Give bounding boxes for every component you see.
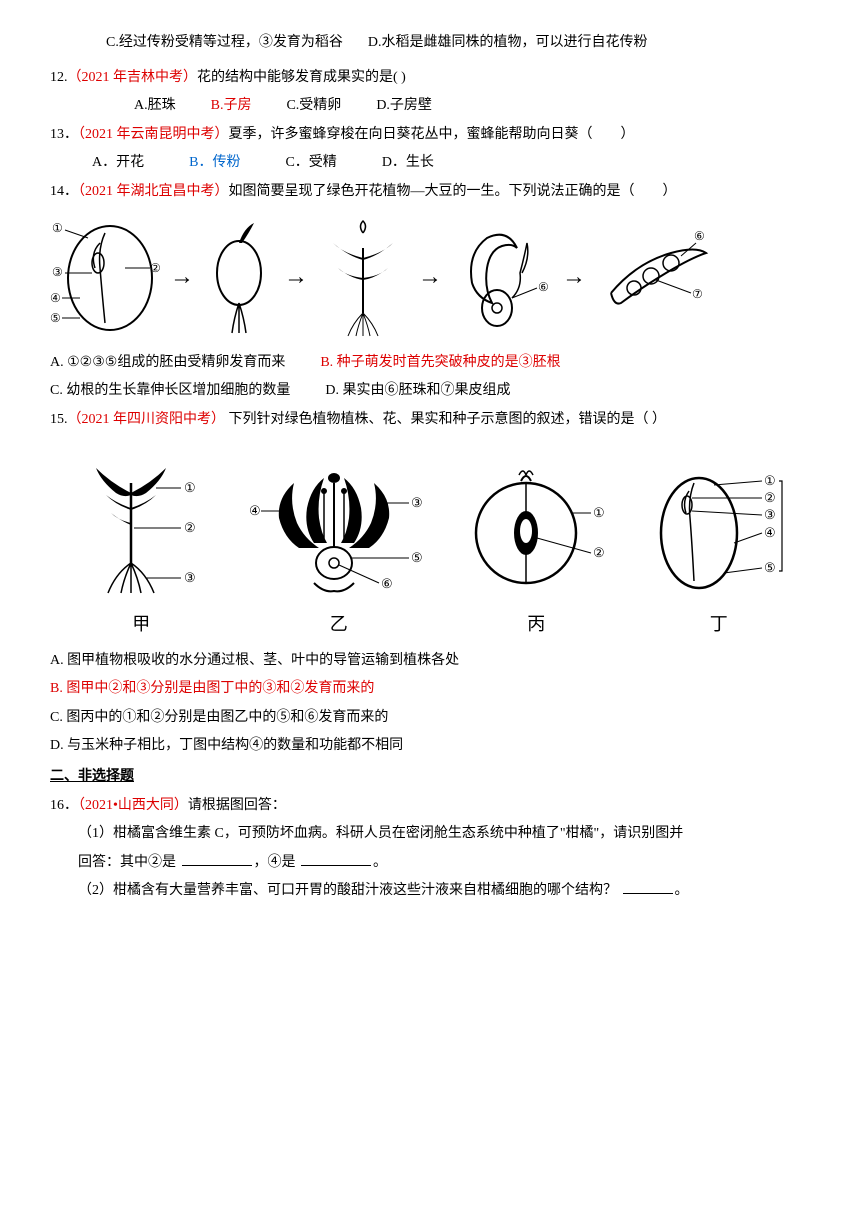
q12-c[interactable]: C.受精卵 xyxy=(286,98,341,113)
q15: 15.（2021 年四川资阳中考） 下列针对绿色植物植株、花、果实和种子示意图的… xyxy=(50,407,810,434)
svg-text:⑦: ⑦ xyxy=(692,287,703,301)
label-bing: 丙 xyxy=(461,607,611,641)
svg-text:④: ④ xyxy=(249,503,261,518)
q14-row-cd: C. 幼根的生长靠伸长区增加细胞的数量 D. 果实由⑥胚珠和⑦果皮组成 xyxy=(50,378,810,405)
q15-a[interactable]: A. 图甲植物根吸收的水分通过根、茎、叶中的导管运输到植株各处 xyxy=(50,648,810,675)
q15-stem: 下列针对绿色植物植株、花、果实和种子示意图的叙述，错误的是（ ） xyxy=(225,412,666,427)
blank-input[interactable] xyxy=(623,880,673,894)
q12-options: A.胚珠 B.子房 C.受精卵 D.子房壁 xyxy=(50,93,810,120)
q11-c[interactable]: C.经过传粉受精等过程，③发育为稻谷 xyxy=(106,35,343,50)
q13-a[interactable]: A．开花 xyxy=(92,155,144,170)
q14-row-ab: A. ①②③⑤组成的胚由受精卵发育而来 B. 种子萌发时首先突破种皮的是③胚根 xyxy=(50,350,810,377)
arrow-icon: → xyxy=(284,255,308,301)
diagram-jia: ① ② ③ 甲 xyxy=(66,453,216,641)
q12-d[interactable]: D.子房壁 xyxy=(376,98,432,113)
label-jia: 甲 xyxy=(66,607,216,641)
svg-text:④: ④ xyxy=(50,291,61,305)
svg-text:②: ② xyxy=(764,490,776,505)
blank-input[interactable] xyxy=(182,852,252,866)
svg-text:⑤: ⑤ xyxy=(764,560,776,575)
arrow-icon: → xyxy=(418,255,442,301)
svg-text:⑥: ⑥ xyxy=(381,576,393,591)
label-yi: 乙 xyxy=(249,607,429,641)
label-ding: 丁 xyxy=(644,607,794,641)
svg-text:③: ③ xyxy=(184,570,196,585)
q12-a[interactable]: A.胚珠 xyxy=(134,98,176,113)
q16-source: （2021•山西大同） xyxy=(78,798,188,813)
q14: 14．（2021 年湖北宜昌中考）如图简要呈现了绿色开花植物—大豆的一生。下列说… xyxy=(50,179,810,206)
q16-p1d: 。 xyxy=(373,855,387,870)
q13-c[interactable]: C．受精 xyxy=(285,155,336,170)
q12-b[interactable]: B.子房 xyxy=(211,98,252,113)
q12: 12.（2021 年吉林中考）花的结构中能够发育成果实的是( ) xyxy=(50,65,810,92)
q16-stem: 请根据图回答： xyxy=(188,798,286,813)
plant-icon xyxy=(318,218,408,338)
q16-p1-row: 回答：其中②是 ，④是 。 xyxy=(50,850,810,877)
q13-b[interactable]: B．传粉 xyxy=(189,155,240,170)
svg-text:⑥: ⑥ xyxy=(694,229,705,243)
q15-source: （2021 年四川资阳中考） xyxy=(68,412,226,427)
q15-c[interactable]: C. 图丙中的①和②分别是由图乙中的⑤和⑥发育而来的 xyxy=(50,705,810,732)
q12-source: （2021 年吉林中考） xyxy=(68,70,198,85)
diagram-yi: ④ ③ ⑤ ⑥ 乙 xyxy=(249,453,429,641)
q13-source: （2021 年云南昆明中考） xyxy=(78,127,229,142)
svg-text:②: ② xyxy=(593,545,605,560)
svg-text:④: ④ xyxy=(764,525,776,540)
q16-p1c: ，④是 xyxy=(254,855,300,870)
q13-stem: 夏季，许多蜜蜂穿梭在向日葵花丛中，蜜蜂能帮助向日葵（ ） xyxy=(229,127,635,142)
q14-c[interactable]: C. 幼根的生长靠伸长区增加细胞的数量 xyxy=(50,383,290,398)
svg-text:③: ③ xyxy=(764,507,776,522)
q15-num: 15. xyxy=(50,412,68,427)
blank-input[interactable] xyxy=(301,852,371,866)
q16-p1a: （1）柑橘富含维生素 C，可预防坏血病。科研人员在密闭舱生态系统中种植了"柑橘"… xyxy=(50,821,810,848)
section-2-heading: 二、非选择题 xyxy=(50,764,810,791)
q16-num: 16． xyxy=(50,798,78,813)
svg-text:③: ③ xyxy=(52,265,63,279)
q14-source: （2021 年湖北宜昌中考） xyxy=(78,184,229,199)
q11-options: C.经过传粉受精等过程，③发育为稻谷 D.水稻是雌雄同株的植物，可以进行自花传粉 xyxy=(50,30,810,57)
q13-options: A．开花 B．传粉 C．受精 D．生长 xyxy=(50,150,810,177)
q14-b[interactable]: B. 种子萌发时首先突破种皮的是③胚根 xyxy=(320,355,560,370)
q15-d[interactable]: D. 与玉米种子相比，丁图中结构④的数量和功能都不相同 xyxy=(50,733,810,760)
q13-d[interactable]: D．生长 xyxy=(382,155,434,170)
q14-a[interactable]: A. ①②③⑤组成的胚由受精卵发育而来 xyxy=(50,355,285,370)
q16-p2a: （2）柑橘含有大量营养丰富、可口开胃的酸甜汁液这些汁液来自柑橘细胞的哪个结构？ xyxy=(78,883,621,898)
diagram-ding: ① ② ③ ④ ⑤ 丁 xyxy=(644,453,794,641)
flower-section-icon: ⑥ xyxy=(452,218,552,338)
svg-text:②: ② xyxy=(150,261,160,275)
q14-d[interactable]: D. 果实由⑥胚珠和⑦果皮组成 xyxy=(325,383,510,398)
svg-text:③: ③ xyxy=(411,495,423,510)
q11-d[interactable]: D.水稻是雌雄同株的植物，可以进行自花传粉 xyxy=(368,35,648,50)
q12-stem: 花的结构中能够发育成果实的是( ) xyxy=(197,70,406,85)
q16-p2-row: （2）柑橘含有大量营养丰富、可口开胃的酸甜汁液这些汁液来自柑橘细胞的哪个结构？ … xyxy=(50,878,810,905)
q12-num: 12. xyxy=(50,70,68,85)
q15-diagrams: ① ② ③ 甲 ④ ③ ⑤ xyxy=(50,453,810,641)
q16-p2b: 。 xyxy=(675,883,689,898)
seed-diagram-icon: ① ② ③ ④ ⑤ xyxy=(50,218,160,338)
q14-diagram: ① ② ③ ④ ⑤ → → → xyxy=(50,218,810,338)
q15-b[interactable]: B. 图甲中②和③分别是由图丁中的③和②发育而来的 xyxy=(50,676,810,703)
svg-text:①: ① xyxy=(52,221,63,235)
q13-num: 13． xyxy=(50,127,78,142)
pod-icon: ⑥ ⑦ xyxy=(596,218,716,338)
q16: 16．（2021•山西大同）请根据图回答： xyxy=(50,793,810,820)
svg-text:①: ① xyxy=(184,480,196,495)
diagram-bing: ① ② 丙 xyxy=(461,453,611,641)
arrow-icon: → xyxy=(562,255,586,301)
svg-text:①: ① xyxy=(764,473,776,488)
arrow-icon: → xyxy=(170,255,194,301)
q14-stem: 如图简要呈现了绿色开花植物—大豆的一生。下列说法正确的是（ ） xyxy=(229,184,677,199)
svg-text:①: ① xyxy=(593,505,605,520)
svg-text:⑤: ⑤ xyxy=(50,311,61,325)
q16-p1b: 回答：其中②是 xyxy=(78,855,180,870)
germination-icon xyxy=(204,218,274,338)
q13: 13．（2021 年云南昆明中考）夏季，许多蜜蜂穿梭在向日葵花丛中，蜜蜂能帮助向… xyxy=(50,122,810,149)
q14-num: 14． xyxy=(50,184,78,199)
svg-text:②: ② xyxy=(184,520,196,535)
svg-text:⑤: ⑤ xyxy=(411,550,423,565)
svg-text:⑥: ⑥ xyxy=(538,280,549,294)
